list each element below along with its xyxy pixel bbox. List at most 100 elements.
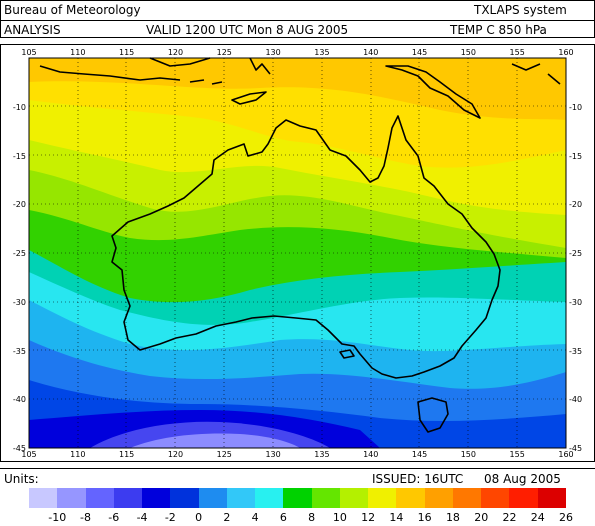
units-label: Units: bbox=[4, 472, 39, 486]
colorbar-swatch bbox=[396, 488, 426, 508]
colorbar-label: -4 bbox=[136, 511, 148, 524]
colorbar-label: -8 bbox=[80, 511, 91, 524]
graticule bbox=[29, 58, 566, 448]
map-border bbox=[28, 57, 567, 449]
colorbar-label: 24 bbox=[530, 511, 545, 524]
colorbar-swatch bbox=[29, 488, 58, 508]
valid-time: VALID 1200 UTC Mon 8 AUG 2005 bbox=[146, 23, 349, 37]
kangaroo-island bbox=[339, 349, 355, 359]
band-m8 bbox=[130, 433, 300, 448]
colorbar-swatch bbox=[198, 488, 228, 508]
colorbar-swatch bbox=[452, 488, 482, 508]
lon_ticks_bottom-tick: 155 bbox=[509, 450, 525, 459]
lon_ticks_bottom-tick: 140 bbox=[363, 450, 379, 459]
new-guinea bbox=[385, 65, 481, 119]
footer-divider bbox=[0, 468, 595, 469]
borneo-coast bbox=[149, 57, 211, 67]
lon_ticks_top-tick: 140 bbox=[363, 48, 379, 57]
lon_ticks_top-tick: 105 bbox=[21, 48, 37, 57]
colorbar-swatch bbox=[283, 488, 313, 508]
new-britain bbox=[511, 63, 561, 85]
timor bbox=[231, 91, 267, 105]
colorbar-label: 6 bbox=[279, 511, 287, 524]
lon_ticks_bottom-tick: 105 bbox=[21, 450, 37, 459]
lon_ticks_top-tick: 130 bbox=[265, 48, 281, 57]
lat_ticks_right-tick: -20 bbox=[569, 200, 583, 210]
colorbar-label: 8 bbox=[308, 511, 316, 524]
lon_ticks_top-tick: 155 bbox=[509, 48, 525, 57]
colorbar-swatch bbox=[113, 488, 143, 508]
lat_ticks_right-tick: -25 bbox=[569, 249, 583, 258]
colorbar-label: 18 bbox=[445, 511, 460, 524]
lat_ticks_left-tick: -20 bbox=[12, 200, 26, 210]
lon_ticks_top-tick: 135 bbox=[314, 48, 330, 57]
sulawesi bbox=[249, 57, 271, 75]
colorbar-swatch bbox=[537, 488, 567, 508]
colorbar-label: 0 bbox=[195, 511, 203, 524]
lon_ticks_top-tick: 110 bbox=[70, 48, 86, 57]
lon_ticks_top-tick: 150 bbox=[460, 48, 476, 57]
lon_ticks_bottom-tick: 145 bbox=[411, 450, 428, 459]
lon_ticks_bottom-tick: 125 bbox=[216, 450, 232, 459]
colorbar bbox=[29, 488, 567, 508]
lon_ticks_bottom-tick: 115 bbox=[118, 450, 135, 459]
colorbar-swatch bbox=[57, 488, 86, 508]
colorbar-label: 4 bbox=[251, 511, 259, 524]
lat_ticks_left-tick: -25 bbox=[12, 249, 26, 258]
sunda-islands bbox=[39, 65, 223, 85]
colorbar-swatch bbox=[311, 488, 341, 508]
lat_ticks_left-tick: -30 bbox=[12, 297, 26, 307]
colorbar-swatch bbox=[255, 488, 284, 508]
colorbar-swatch bbox=[424, 488, 454, 508]
lat_ticks_right-tick: -10 bbox=[569, 102, 583, 112]
colorbar-label: 12 bbox=[361, 511, 376, 524]
lat_ticks_right-tick: -45 bbox=[569, 444, 583, 453]
field-label: TEMP C 850 hPa bbox=[450, 23, 547, 37]
lat_ticks_right-tick: -35 bbox=[569, 346, 583, 356]
issued-date: 08 Aug 2005 bbox=[484, 472, 561, 486]
lat_ticks_left-tick: -10 bbox=[12, 102, 26, 112]
colorbar-label: 20 bbox=[474, 511, 489, 524]
lon_ticks_top-tick: 125 bbox=[216, 48, 232, 57]
colorbar-label: -6 bbox=[108, 511, 120, 524]
organisation-title: Bureau of Meteorology bbox=[4, 3, 141, 17]
colorbar-label: -2 bbox=[164, 511, 176, 524]
colorbar-swatch bbox=[142, 488, 171, 508]
colorbar-swatch bbox=[339, 488, 369, 508]
lon_ticks_bottom-tick: 110 bbox=[70, 450, 86, 459]
lat_ticks_right-tick: -15 bbox=[569, 151, 583, 161]
colorbar-swatch bbox=[85, 488, 115, 508]
lat_ticks_left-tick: -40 bbox=[12, 395, 26, 405]
lon_ticks_bottom-tick: 120 bbox=[167, 450, 184, 459]
colorbar-label: 10 bbox=[332, 511, 347, 524]
lon_ticks_top-tick: 145 bbox=[411, 48, 428, 57]
colorbar-label: -10 bbox=[48, 511, 67, 524]
tasmania bbox=[417, 397, 449, 433]
lon_ticks_bottom-tick: 130 bbox=[265, 450, 281, 459]
lat_ticks_left-tick: -15 bbox=[12, 151, 26, 161]
colorbar-swatch bbox=[509, 488, 539, 508]
lat_ticks_left-tick: -35 bbox=[12, 346, 26, 356]
lat_ticks_right-tick: -30 bbox=[569, 297, 583, 307]
colorbar-label: 26 bbox=[559, 511, 573, 524]
lon_ticks_bottom-tick: 135 bbox=[314, 450, 330, 459]
issued-label: ISSUED: 16UTC bbox=[372, 472, 464, 486]
colorbar-swatch bbox=[368, 488, 397, 508]
lon_ticks_top-tick: 120 bbox=[167, 48, 184, 57]
coastline bbox=[39, 57, 561, 433]
lon_ticks_bottom-tick: 150 bbox=[460, 450, 476, 459]
analysis-label: ANALYSIS bbox=[4, 23, 61, 37]
lon_ticks_top-tick: 160 bbox=[558, 48, 574, 57]
colorbar-swatch bbox=[170, 488, 200, 508]
colorbar-label: 2 bbox=[223, 511, 231, 524]
colorbar-label: 22 bbox=[502, 511, 517, 524]
header-divider bbox=[0, 20, 595, 21]
lon_ticks_bottom-tick: 160 bbox=[558, 450, 574, 459]
lon_ticks_top-tick: 115 bbox=[118, 48, 135, 57]
australia-mainland bbox=[111, 115, 501, 379]
colorbar-swatch bbox=[481, 488, 510, 508]
colorbar-label: 14 bbox=[389, 511, 404, 524]
colorbar-label: 16 bbox=[417, 511, 432, 524]
lat_ticks_left-tick: -45 bbox=[12, 444, 26, 453]
